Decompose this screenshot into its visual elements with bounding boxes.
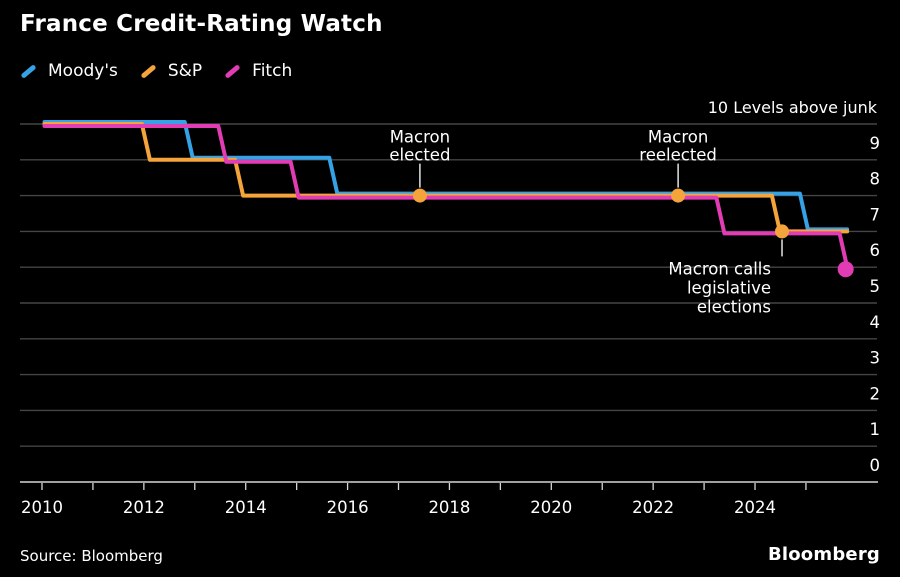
y-tick-label-1: 1	[870, 420, 881, 439]
x-tick-label-2020: 2020	[530, 498, 572, 517]
y-axis-unit-label: 10 Levels above junk	[707, 98, 877, 117]
annotation-text-0-line-1: elected	[389, 146, 450, 165]
plot-area: 2010 2012 2014 2016 2018 2020 2022 2024 9 8 7 6 5 4 3 2…	[20, 120, 881, 517]
annotation-text-2-line-0: Macron calls	[668, 259, 771, 278]
series-end-dot-fitch	[837, 261, 854, 278]
y-tick-label-2: 2	[870, 384, 881, 403]
y-tick-label-5: 5	[870, 277, 881, 296]
annotation-text-2-line-2: elections	[697, 297, 771, 316]
annotation-text-1-line-0: Macron	[648, 128, 708, 147]
legend-label-sp: S&P	[167, 61, 203, 81]
legend-item-moodys: Moody's	[20, 61, 118, 81]
source-note: Source: Bloomberg	[20, 547, 163, 565]
x-tick-label-2014: 2014	[225, 498, 267, 517]
y-tick-label-3: 3	[870, 349, 881, 368]
chart-title: France Credit-Rating Watch	[20, 11, 383, 37]
legend-item-sp: S&P	[140, 61, 202, 81]
annotation-text-0-line-0: Macron	[390, 128, 450, 147]
x-tick-label-2010: 2010	[21, 498, 63, 517]
annotation-dot-0	[412, 188, 427, 203]
legend-label-moodys: Moody's	[48, 61, 118, 81]
bloomberg-logo: Bloomberg	[767, 544, 880, 565]
y-tick-label-0: 0	[870, 456, 881, 475]
x-tick-label-2016: 2016	[327, 498, 369, 517]
x-tick-label-2018: 2018	[428, 498, 470, 517]
y-tick-label-9: 9	[870, 134, 881, 153]
legend-item-fitch: Fitch	[224, 61, 292, 81]
x-tick-label-2022: 2022	[632, 498, 674, 517]
series-line-fitch	[42, 124, 850, 272]
y-tick-label-8: 8	[870, 170, 881, 189]
annotation-text-2-line-1: legislative	[687, 278, 771, 297]
annotation-dot-2	[775, 224, 790, 239]
legend: Moody's S&P Fitch	[20, 61, 292, 81]
y-tick-label-7: 7	[870, 205, 881, 224]
x-tick-label-2012: 2012	[123, 498, 165, 517]
x-tick-label-2024: 2024	[734, 498, 776, 517]
annotation-text-1-line-1: reelected	[639, 146, 717, 165]
y-tick-label-6: 6	[870, 241, 881, 260]
y-tick-label-4: 4	[870, 313, 881, 332]
annotation-dot-1	[671, 188, 686, 203]
legend-label-fitch: Fitch	[252, 61, 293, 81]
